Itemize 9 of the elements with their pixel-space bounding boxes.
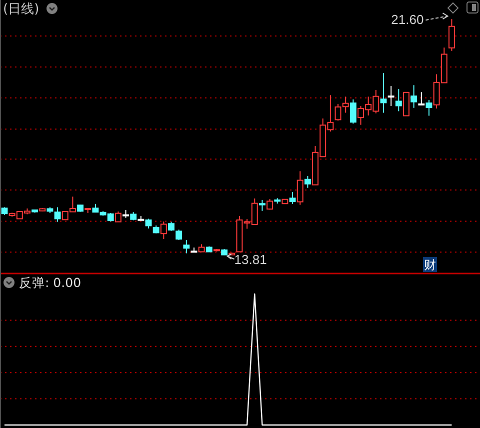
candlestick: [410, 84, 418, 108]
annotation: 13.81: [234, 252, 267, 268]
candlestick: [388, 86, 394, 107]
candlestick: [395, 88, 402, 112]
chart-title: (日线): [3, 2, 40, 17]
chart-title: 反弹: 0.00: [19, 275, 82, 290]
candlestick: [380, 72, 387, 114]
annotation: 财: [424, 258, 436, 272]
annotation: 21.60: [391, 12, 424, 28]
